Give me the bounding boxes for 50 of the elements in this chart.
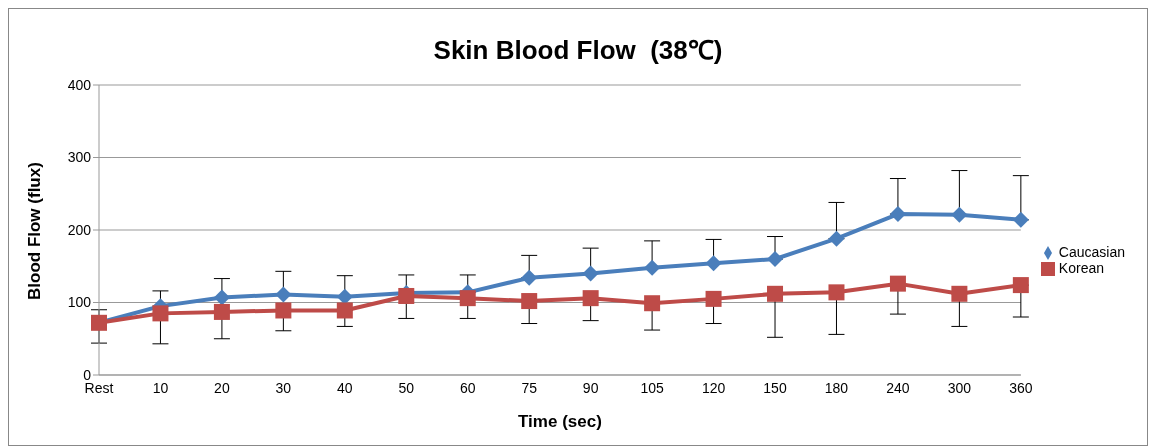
point <box>951 285 968 302</box>
x-tick-label: 105 <box>640 379 664 396</box>
y-tick-label: 100 <box>67 294 92 311</box>
point <box>152 305 169 322</box>
point <box>767 251 784 267</box>
point <box>521 293 538 310</box>
x-tick-label: 30 <box>275 379 292 396</box>
legend-label: Caucasian <box>1058 243 1125 260</box>
point <box>644 295 661 312</box>
point <box>275 286 292 303</box>
x-tick-label: 50 <box>398 379 415 396</box>
chart-title: Skin Blood Flow (38℃) <box>432 34 724 67</box>
y-tick-label: 300 <box>67 149 92 166</box>
x-tick-label: 180 <box>824 379 849 396</box>
point <box>582 290 599 307</box>
legend-label: Korean <box>1058 260 1104 276</box>
point <box>705 255 722 272</box>
y-axis-title: Blood Flow (flux) <box>25 162 45 300</box>
y-tick-label: 400 <box>67 76 92 93</box>
x-tick-label: 10 <box>152 379 169 396</box>
x-tick-label: 120 <box>701 379 726 396</box>
point <box>828 230 845 247</box>
point <box>582 265 599 282</box>
point <box>644 259 661 276</box>
point <box>951 206 968 223</box>
x-tick-label: 20 <box>214 379 230 396</box>
point <box>828 284 845 301</box>
point <box>213 289 230 306</box>
point <box>889 275 906 292</box>
x-tick-label: 40 <box>337 379 353 396</box>
point <box>521 269 538 286</box>
point <box>889 206 906 223</box>
x-axis-title: Time (sec) <box>518 412 602 431</box>
point <box>336 288 353 305</box>
point <box>1012 277 1029 294</box>
x-tick-label: 360 <box>1009 379 1033 396</box>
point <box>459 290 476 307</box>
x-tick-label: 240 <box>886 379 910 396</box>
x-tick-label: 75 <box>521 379 538 396</box>
x-tick-label: 150 <box>763 379 787 396</box>
x-tick-label: 60 <box>459 379 476 396</box>
point <box>213 303 230 320</box>
point <box>1012 211 1029 228</box>
point <box>767 285 784 302</box>
x-tick-label: 90 <box>582 379 599 396</box>
point <box>336 302 353 319</box>
x-tick-label: 300 <box>947 379 972 396</box>
point <box>705 290 722 307</box>
y-tick-label: 200 <box>67 221 92 238</box>
point <box>275 302 292 319</box>
